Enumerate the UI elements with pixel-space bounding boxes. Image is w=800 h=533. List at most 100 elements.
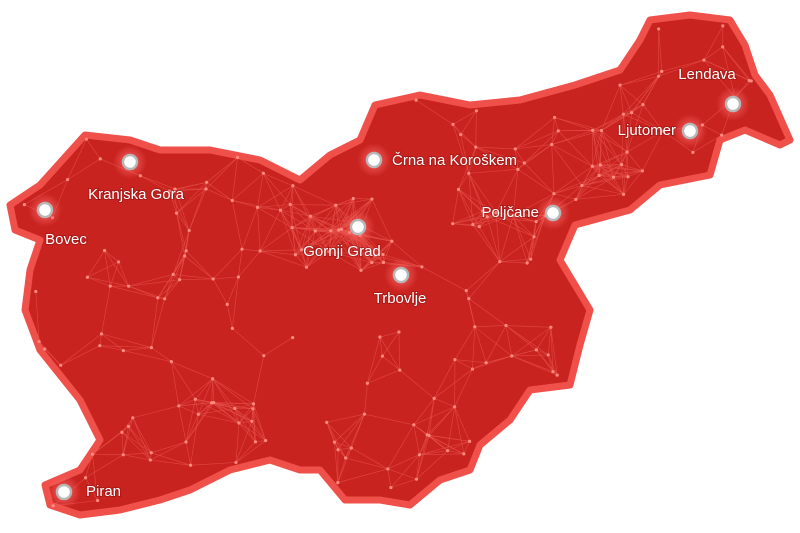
network-node (332, 440, 337, 444)
network-link (626, 151, 629, 177)
city-marker[interactable] (544, 204, 562, 222)
network-link (703, 46, 723, 61)
network-link (128, 279, 180, 287)
network-link (387, 424, 415, 470)
network-link (468, 173, 474, 225)
city-marker[interactable] (724, 95, 742, 113)
network-node (481, 209, 485, 213)
city-marker[interactable] (681, 122, 699, 140)
network-link (524, 144, 552, 164)
network-link (474, 326, 487, 363)
network-node (390, 239, 394, 243)
network-node (464, 289, 468, 293)
network-node (98, 157, 102, 161)
network-link (213, 402, 252, 422)
network-node (432, 396, 436, 400)
network-link (121, 417, 134, 433)
network-link (328, 205, 337, 252)
network-node (291, 184, 295, 188)
network-node (389, 485, 393, 490)
network-link (575, 176, 614, 200)
network-link (505, 325, 513, 357)
network-link (253, 355, 265, 404)
network-link (642, 130, 664, 172)
network-node (370, 197, 374, 201)
network-link (188, 188, 207, 231)
network-link (601, 85, 621, 131)
network-link (232, 328, 265, 356)
network-link (128, 417, 134, 427)
network-link (310, 216, 330, 252)
network-link (623, 170, 643, 195)
network-link (87, 261, 119, 278)
city-label[interactable]: Gornji Grad (302, 242, 382, 261)
city-label[interactable]: Črna na Koroškem (391, 151, 518, 170)
network-link (581, 176, 629, 186)
network-link (185, 402, 214, 443)
network-node (304, 265, 309, 269)
network-link (390, 454, 420, 488)
network-link (292, 185, 336, 206)
network-link (623, 104, 644, 115)
city-label[interactable]: Bovec (44, 230, 88, 249)
network-node (420, 265, 424, 269)
network-link (452, 189, 459, 224)
network-link (337, 449, 346, 459)
network-link (238, 249, 243, 277)
network-link (178, 398, 196, 407)
city-label[interactable]: Ljutomer (617, 121, 677, 140)
network-link (452, 110, 477, 125)
network-link (499, 215, 514, 262)
network-link (367, 336, 381, 384)
network-link (85, 477, 98, 501)
network-link (499, 261, 528, 264)
network-link (433, 359, 456, 399)
network-link (226, 276, 239, 305)
network-node (532, 235, 536, 239)
network-node (451, 222, 455, 226)
network-link (599, 130, 602, 165)
city-marker[interactable] (349, 218, 367, 236)
network-node (351, 196, 355, 201)
city-label[interactable]: Kranjska Gora (87, 185, 186, 204)
city-marker[interactable] (365, 151, 383, 169)
network-link (164, 279, 180, 300)
city-marker[interactable] (36, 201, 54, 219)
network-link (150, 441, 187, 461)
network-link (226, 304, 233, 329)
network-node (250, 419, 254, 423)
network-node (417, 453, 422, 457)
city-label[interactable]: Piran (85, 482, 122, 501)
city-label[interactable]: Trbovlje (373, 289, 428, 308)
network-node (386, 467, 390, 471)
city-marker[interactable] (55, 483, 73, 501)
network-node (365, 381, 369, 385)
city-label[interactable]: Lendava (677, 65, 737, 84)
network-link (315, 205, 337, 232)
network-link (291, 227, 302, 250)
network-link (619, 75, 659, 86)
network-link (171, 361, 180, 406)
city-label[interactable]: Poljčane (480, 203, 540, 222)
network-node (456, 187, 461, 191)
network-node (720, 133, 724, 137)
network-link (212, 378, 254, 405)
network-link (428, 435, 464, 455)
city-marker[interactable] (121, 153, 139, 171)
city-marker[interactable] (392, 266, 410, 284)
network-link (295, 216, 311, 255)
network-link (118, 261, 129, 287)
network-link (454, 359, 487, 364)
network-link (703, 25, 724, 61)
network-link (198, 378, 214, 415)
network-node (516, 167, 520, 171)
network-link (524, 162, 555, 194)
network-node (84, 137, 89, 141)
network-link (553, 165, 593, 194)
network-link (328, 251, 372, 263)
network-link (551, 117, 555, 145)
network-link (367, 369, 400, 384)
network-link (151, 452, 191, 466)
network-link (631, 76, 659, 113)
